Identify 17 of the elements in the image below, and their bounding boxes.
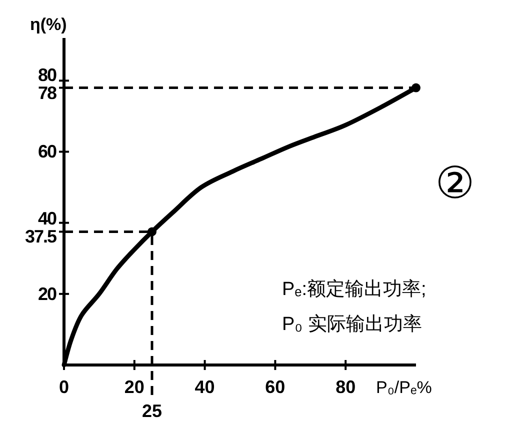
y-tick-label: 37.5 <box>24 226 57 246</box>
y-tick-label: 60 <box>38 142 57 162</box>
x-tick-label: 20 <box>124 377 144 397</box>
y-tick-label: 20 <box>38 284 57 304</box>
x-tick-label: 0 <box>58 377 70 397</box>
annotation: P₀ 实际输出功率 <box>282 313 422 335</box>
text: ② <box>435 159 475 208</box>
annotation: 25 <box>142 401 162 421</box>
x-tick-label: 60 <box>265 377 286 397</box>
x-tick-label: 80 <box>336 377 356 397</box>
annotation: Pₑ:额定输出功率; <box>282 278 426 300</box>
x-axis-title: P₀/Pₑ% <box>376 378 432 397</box>
y-axis-title: η(%) <box>30 15 67 34</box>
y-tick-label: 80 <box>38 65 57 86</box>
y-tick-label: 78 <box>38 83 57 104</box>
y-tick-label: 40 <box>38 208 57 228</box>
x-tick-label: 40 <box>194 377 215 397</box>
